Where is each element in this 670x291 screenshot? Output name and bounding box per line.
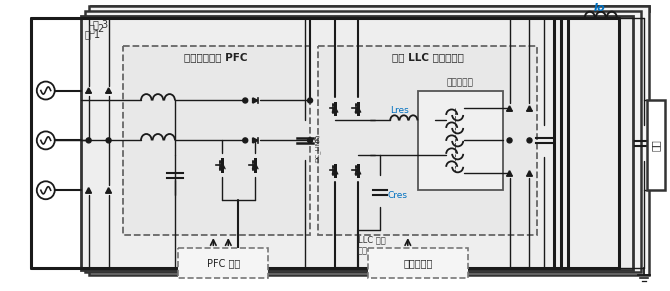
Text: Lres: Lres <box>391 107 409 116</box>
Circle shape <box>308 98 313 103</box>
Polygon shape <box>253 138 258 143</box>
Text: 传统的交错式 PFC: 传统的交错式 PFC <box>184 53 247 63</box>
Polygon shape <box>507 106 512 111</box>
Polygon shape <box>527 171 532 176</box>
Bar <box>88 6 649 275</box>
Circle shape <box>106 138 111 143</box>
Text: 相 2: 相 2 <box>88 23 104 33</box>
Polygon shape <box>86 88 91 93</box>
Circle shape <box>527 138 532 143</box>
Text: DC_LINK: DC_LINK <box>315 135 321 162</box>
Text: 电池: 电池 <box>651 139 661 151</box>
Bar <box>647 100 665 190</box>
Polygon shape <box>106 88 111 93</box>
Text: Cres: Cres <box>388 191 408 200</box>
Polygon shape <box>86 188 91 193</box>
Circle shape <box>507 138 512 143</box>
Text: 初级侧门控: 初级侧门控 <box>403 258 432 268</box>
Polygon shape <box>507 171 512 176</box>
Bar <box>90 6 649 11</box>
Bar <box>368 248 468 278</box>
Text: PFC 控制: PFC 控制 <box>206 258 240 268</box>
Circle shape <box>243 98 248 103</box>
Text: Io: Io <box>594 3 605 13</box>
Text: C: C <box>313 136 319 145</box>
Circle shape <box>308 138 313 143</box>
Circle shape <box>86 138 91 143</box>
Text: 隔离变压器: 隔离变压器 <box>446 79 473 88</box>
Circle shape <box>243 138 248 143</box>
Text: LLC 储能
电路: LLC 储能 电路 <box>358 235 386 255</box>
Text: 相 1: 相 1 <box>84 29 100 39</box>
Bar <box>80 16 633 270</box>
Polygon shape <box>106 188 111 193</box>
Bar <box>123 46 310 235</box>
Text: 单向 LLC 全桥转换器: 单向 LLC 全桥转换器 <box>392 53 464 63</box>
Bar <box>318 46 537 235</box>
Bar <box>84 11 641 272</box>
Text: 相 3: 相 3 <box>92 19 108 29</box>
Bar <box>418 91 502 190</box>
Polygon shape <box>253 98 258 103</box>
Bar <box>178 248 268 278</box>
Polygon shape <box>527 106 532 111</box>
